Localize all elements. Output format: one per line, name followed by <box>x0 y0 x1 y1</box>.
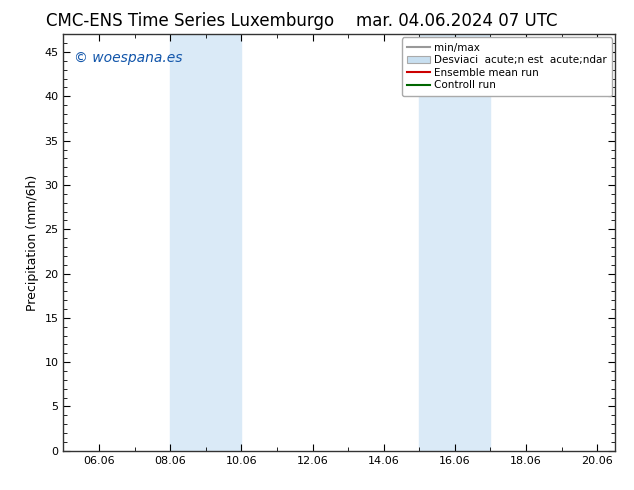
Bar <box>170 34 242 451</box>
Text: © woespana.es: © woespana.es <box>74 51 183 65</box>
Text: CMC-ENS Time Series Luxemburgo: CMC-ENS Time Series Luxemburgo <box>46 12 334 30</box>
Y-axis label: Precipitation (mm/6h): Precipitation (mm/6h) <box>26 174 39 311</box>
Text: mar. 04.06.2024 07 UTC: mar. 04.06.2024 07 UTC <box>356 12 557 30</box>
Legend: min/max, Desviaci  acute;n est  acute;ndar, Ensemble mean run, Controll run: min/max, Desviaci acute;n est acute;ndar… <box>401 37 612 96</box>
Bar <box>419 34 491 451</box>
